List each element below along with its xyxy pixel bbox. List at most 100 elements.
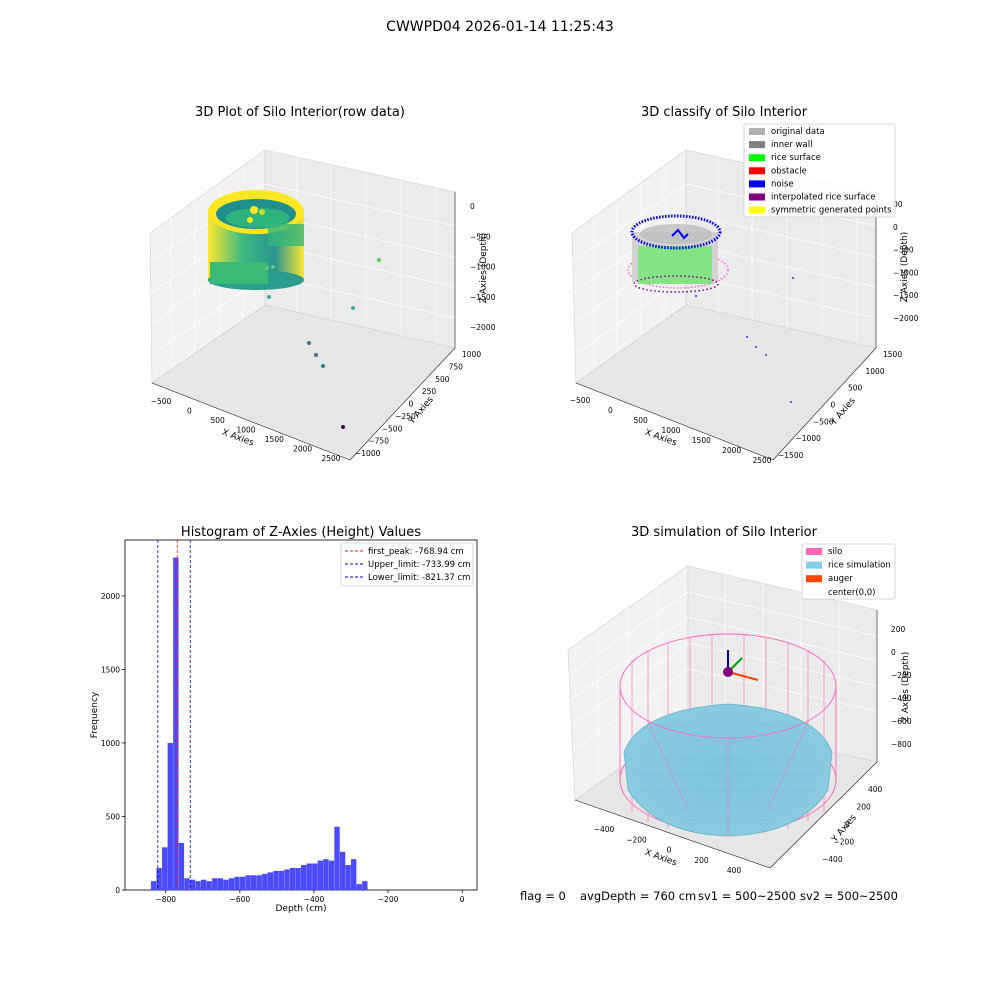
sv1-value: sv1 = 500~2500 — [698, 889, 796, 903]
x-tick-label: −800 — [155, 895, 176, 904]
avg-depth-value: avgDepth = 760 cm — [580, 889, 696, 903]
z-tick-label: −500 — [470, 232, 491, 241]
histogram-bar — [312, 863, 318, 890]
x-tick-label: 400 — [727, 866, 742, 875]
silo-point-cloud — [208, 190, 304, 290]
x-tick-label: 500 — [211, 416, 226, 425]
z-tick-labels: 000−500−1000−1500−2000 — [893, 200, 919, 323]
z-tick-label: 00 — [893, 200, 903, 209]
legend-swatch — [749, 206, 765, 214]
y-tick-label: 0 — [115, 886, 120, 895]
y-tick-label: 200 — [857, 803, 872, 812]
auger-marker — [723, 650, 759, 681]
panel-classify-3d: 3D classify of Silo Interior — [570, 105, 919, 465]
noise-point — [755, 346, 757, 348]
panel-simulation-title: 3D simulation of Silo Interior — [631, 525, 818, 540]
histogram-bar — [206, 881, 212, 890]
x-tick-labels: −500 0 500 1000 1500 2000 2500 — [570, 396, 772, 465]
z-tick-labels: 200 0 −200 −400 −600 −800 — [891, 625, 912, 749]
z-tick-label: −1000 — [470, 263, 496, 272]
z-axis-label: Z Axies (Depth) — [479, 233, 489, 304]
histogram-bar — [173, 557, 179, 890]
histogram-bar — [189, 879, 196, 890]
noise-points — [695, 277, 794, 403]
y-tick-label: 1000 — [866, 367, 885, 376]
y-tick-labels: 0 500 1000 1500 2000 — [101, 592, 125, 895]
z-tick-label: −200 — [891, 671, 912, 680]
legend-swatch — [749, 141, 765, 149]
z-axis-label: Z Axies (Depth) — [900, 232, 910, 303]
x-tick-label: −500 — [151, 397, 172, 406]
histogram-bar — [239, 876, 246, 890]
axis-lines — [574, 610, 878, 869]
noise-point — [792, 277, 794, 279]
legend-label: noise — [771, 179, 794, 189]
legend: original data inner wall rice surface obsta… — [743, 123, 896, 218]
y-tick-label: 0 — [845, 820, 850, 829]
y-tick-label: −200 — [834, 838, 855, 847]
legend-label: interpolated rice surface — [771, 193, 876, 203]
x-tick-labels: −400 −200 0 200 400 — [594, 825, 742, 875]
y-tick-label: −500 — [813, 417, 834, 426]
z-tick-label: −1500 — [893, 291, 919, 300]
x-tick-label: −200 — [378, 895, 399, 904]
x-tick-label: 2500 — [752, 456, 771, 465]
axis-lines — [151, 192, 456, 461]
legend: silo rice simulation auger center(0,0) — [801, 543, 896, 600]
panel-histogram-title: Histogram of Z-Axies (Height) Values — [181, 525, 421, 540]
histogram-bar — [284, 869, 290, 890]
x-tick-label: 2000 — [293, 445, 312, 454]
y-tick-label: 500 — [435, 375, 450, 384]
histogram-bar — [345, 865, 351, 890]
y-tick-label: 1000 — [101, 739, 120, 748]
y-tick-label: −400 — [822, 855, 843, 864]
plot-area — [124, 539, 478, 891]
x-tick-label: 2000 — [722, 446, 741, 455]
legend-label: inner wall — [771, 140, 812, 150]
z-tick-label: −2000 — [893, 314, 919, 323]
legend-label: rice simulation — [828, 561, 891, 571]
z-tick-label: −2000 — [470, 323, 496, 332]
y-tick-label: 500 — [848, 384, 863, 393]
axis-lines — [575, 192, 877, 461]
noise-point — [695, 295, 697, 297]
x-tick-labels: −500 0 500 1000 1500 2000 2500 — [151, 397, 341, 463]
legend-label: Upper_limit: -733.99 cm — [368, 560, 471, 570]
histogram-bar — [273, 870, 279, 890]
reference-lines — [157, 540, 191, 890]
grid-lines — [567, 575, 878, 780]
histogram-bar — [301, 865, 307, 890]
histogram-bar — [334, 826, 340, 890]
x-tick-label: 200 — [694, 856, 709, 865]
histogram-bar — [167, 742, 173, 890]
z-tick-label: 0 — [891, 648, 896, 657]
legend-label: first_peak: -768.94 cm — [368, 547, 464, 557]
x-tick-label: −500 — [570, 396, 591, 405]
histogram-bar — [289, 867, 296, 890]
histogram-bar — [223, 879, 229, 890]
legend-swatch — [806, 561, 822, 569]
figure-suptitle: CWWPD04 2026-01-14 11:25:43 — [386, 19, 614, 35]
panel-histogram: Histogram of Z-Axies (Height) Values −80… — [90, 525, 478, 914]
silo-wireframe-top — [619, 633, 837, 836]
legend-label: symmetric generated points — [771, 206, 892, 216]
x-tick-label: −400 — [594, 825, 615, 834]
legend-label: auger — [828, 574, 853, 584]
outlier-point — [267, 295, 271, 299]
histogram-bar — [256, 875, 262, 890]
histogram-bar — [217, 878, 223, 890]
z-axis-label: Z Axies (Depth) — [901, 652, 911, 723]
sv2-value: sv2 = 500~2500 — [800, 889, 898, 903]
legend-label: original data — [771, 127, 825, 137]
histogram-bar — [339, 851, 346, 890]
z-tick-label: −400 — [891, 694, 912, 703]
legend-label: Lower_limit: -821.37 cm — [368, 573, 470, 583]
legend-swatch — [749, 154, 765, 162]
histogram-bar — [234, 876, 240, 890]
x-tick-label: 1000 — [236, 426, 255, 435]
y-tick-label: 750 — [449, 362, 464, 371]
histogram-bar — [267, 872, 274, 890]
x-tick-label: 0 — [187, 407, 192, 416]
y-tick-label: −750 — [368, 437, 389, 446]
outlier-point — [351, 306, 355, 310]
